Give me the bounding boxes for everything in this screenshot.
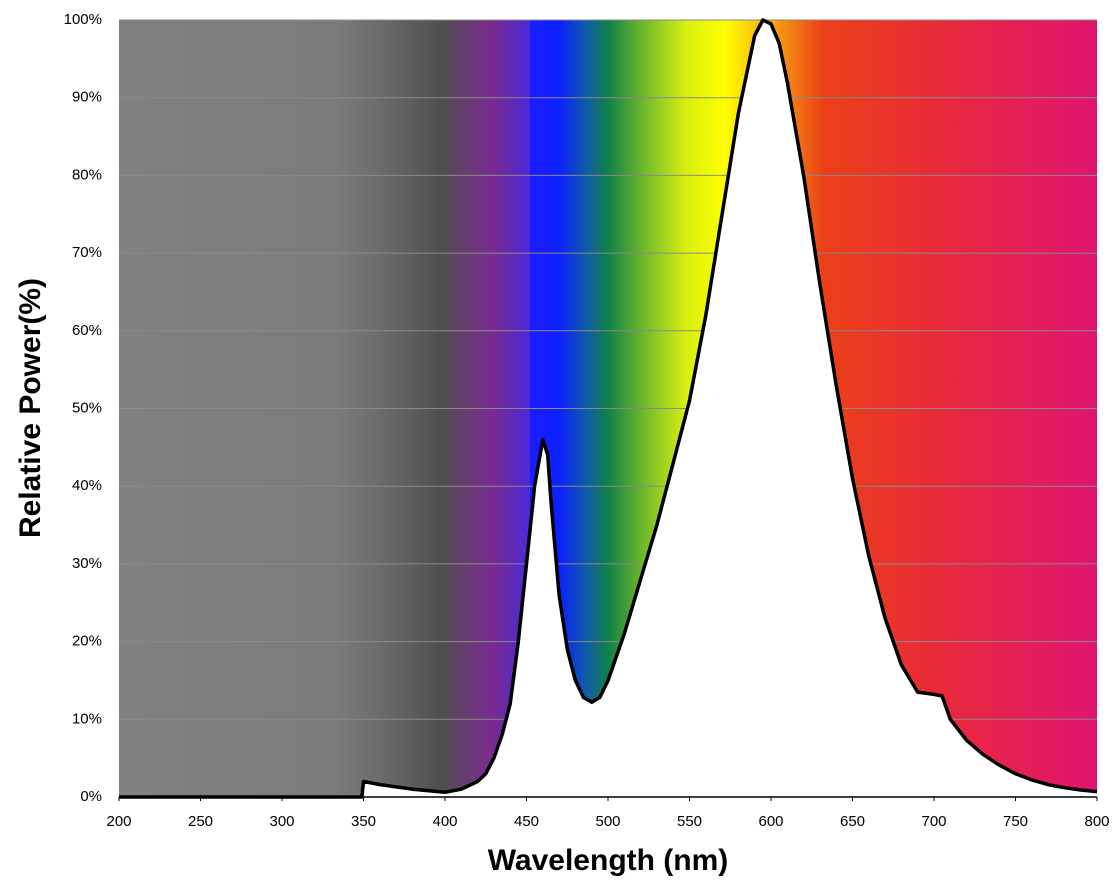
x-tick-label: 600 xyxy=(758,813,783,830)
y-tick-label: 20% xyxy=(72,633,102,650)
x-tick-label: 400 xyxy=(432,813,457,830)
x-tick-label: 250 xyxy=(188,813,213,830)
x-tick-label: 450 xyxy=(514,813,539,830)
y-tick-label: 100% xyxy=(64,11,102,28)
x-tick-label: 750 xyxy=(1003,813,1028,830)
area-under-curve xyxy=(119,20,1097,797)
y-tick-label: 0% xyxy=(80,788,102,805)
y-tick-label: 60% xyxy=(72,322,102,339)
x-tick-label: 550 xyxy=(677,813,702,830)
x-tick-label: 200 xyxy=(106,813,131,830)
y-tick-label: 40% xyxy=(72,477,102,494)
y-tick-label: 10% xyxy=(72,710,102,727)
x-tick-label: 650 xyxy=(840,813,865,830)
x-tick-label: 500 xyxy=(595,813,620,830)
y-tick-label: 50% xyxy=(72,399,102,416)
y-tick-label: 30% xyxy=(72,555,102,572)
y-tick-label: 70% xyxy=(72,244,102,261)
line xyxy=(119,18,1098,799)
y-tick-label: 90% xyxy=(72,89,102,106)
x-tick-label: 350 xyxy=(351,813,376,830)
x-tick-label: 800 xyxy=(1084,813,1109,830)
y-tick-label: 80% xyxy=(72,166,102,183)
x-tick-label: 300 xyxy=(269,813,294,830)
x-tick-label: 700 xyxy=(921,813,946,830)
y-axis-title: Relative Power(%) xyxy=(14,278,47,538)
x-axis-title: Wavelength (nm) xyxy=(488,844,729,877)
